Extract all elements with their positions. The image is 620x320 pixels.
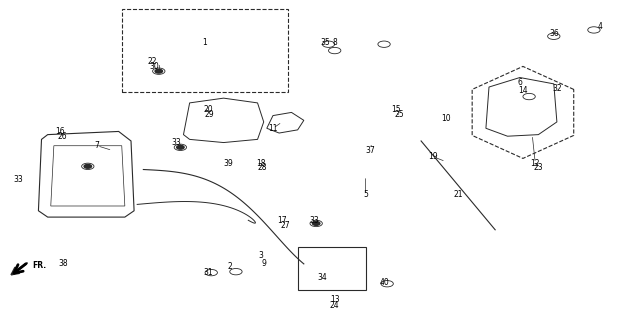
Text: 12: 12 xyxy=(531,159,540,168)
Text: 38: 38 xyxy=(58,259,68,268)
Text: 20: 20 xyxy=(203,105,213,114)
Text: 35: 35 xyxy=(321,38,330,47)
Text: 17: 17 xyxy=(277,216,287,225)
Text: 10: 10 xyxy=(441,114,451,123)
Text: 26: 26 xyxy=(57,132,67,141)
Circle shape xyxy=(312,221,320,225)
Text: 13: 13 xyxy=(330,295,340,304)
Text: 11: 11 xyxy=(268,124,278,133)
Text: FR.: FR. xyxy=(32,261,46,270)
Text: 30: 30 xyxy=(149,62,159,71)
Text: 37: 37 xyxy=(366,146,375,155)
Text: 33: 33 xyxy=(171,138,181,147)
Text: 18: 18 xyxy=(256,159,265,168)
Text: 5: 5 xyxy=(363,190,368,199)
Text: 1: 1 xyxy=(203,38,208,47)
Text: 29: 29 xyxy=(205,109,214,118)
Text: 15: 15 xyxy=(392,105,401,114)
Text: 36: 36 xyxy=(549,28,559,38)
Circle shape xyxy=(84,164,92,168)
Text: 28: 28 xyxy=(258,164,267,172)
Text: 24: 24 xyxy=(330,301,340,310)
Text: 40: 40 xyxy=(379,278,389,287)
Text: 3: 3 xyxy=(258,251,263,260)
Circle shape xyxy=(177,145,184,149)
Text: 19: 19 xyxy=(428,152,438,161)
Text: 4: 4 xyxy=(598,22,603,31)
Text: 7: 7 xyxy=(95,141,99,150)
Circle shape xyxy=(155,69,162,73)
Text: 33: 33 xyxy=(13,174,23,184)
Text: 39: 39 xyxy=(223,159,232,168)
Text: 23: 23 xyxy=(534,164,543,172)
Text: 16: 16 xyxy=(55,127,65,136)
Text: 9: 9 xyxy=(261,259,266,268)
Text: 14: 14 xyxy=(518,86,528,95)
Text: 31: 31 xyxy=(203,268,213,277)
Text: 21: 21 xyxy=(453,190,463,199)
Text: 6: 6 xyxy=(518,78,522,87)
Text: 8: 8 xyxy=(332,38,337,47)
Text: 25: 25 xyxy=(395,109,404,118)
Text: 2: 2 xyxy=(228,262,232,271)
Text: 27: 27 xyxy=(280,220,290,229)
Text: 33: 33 xyxy=(309,216,319,225)
Text: 32: 32 xyxy=(552,84,562,93)
Text: 34: 34 xyxy=(317,273,327,282)
Text: 22: 22 xyxy=(148,57,157,66)
